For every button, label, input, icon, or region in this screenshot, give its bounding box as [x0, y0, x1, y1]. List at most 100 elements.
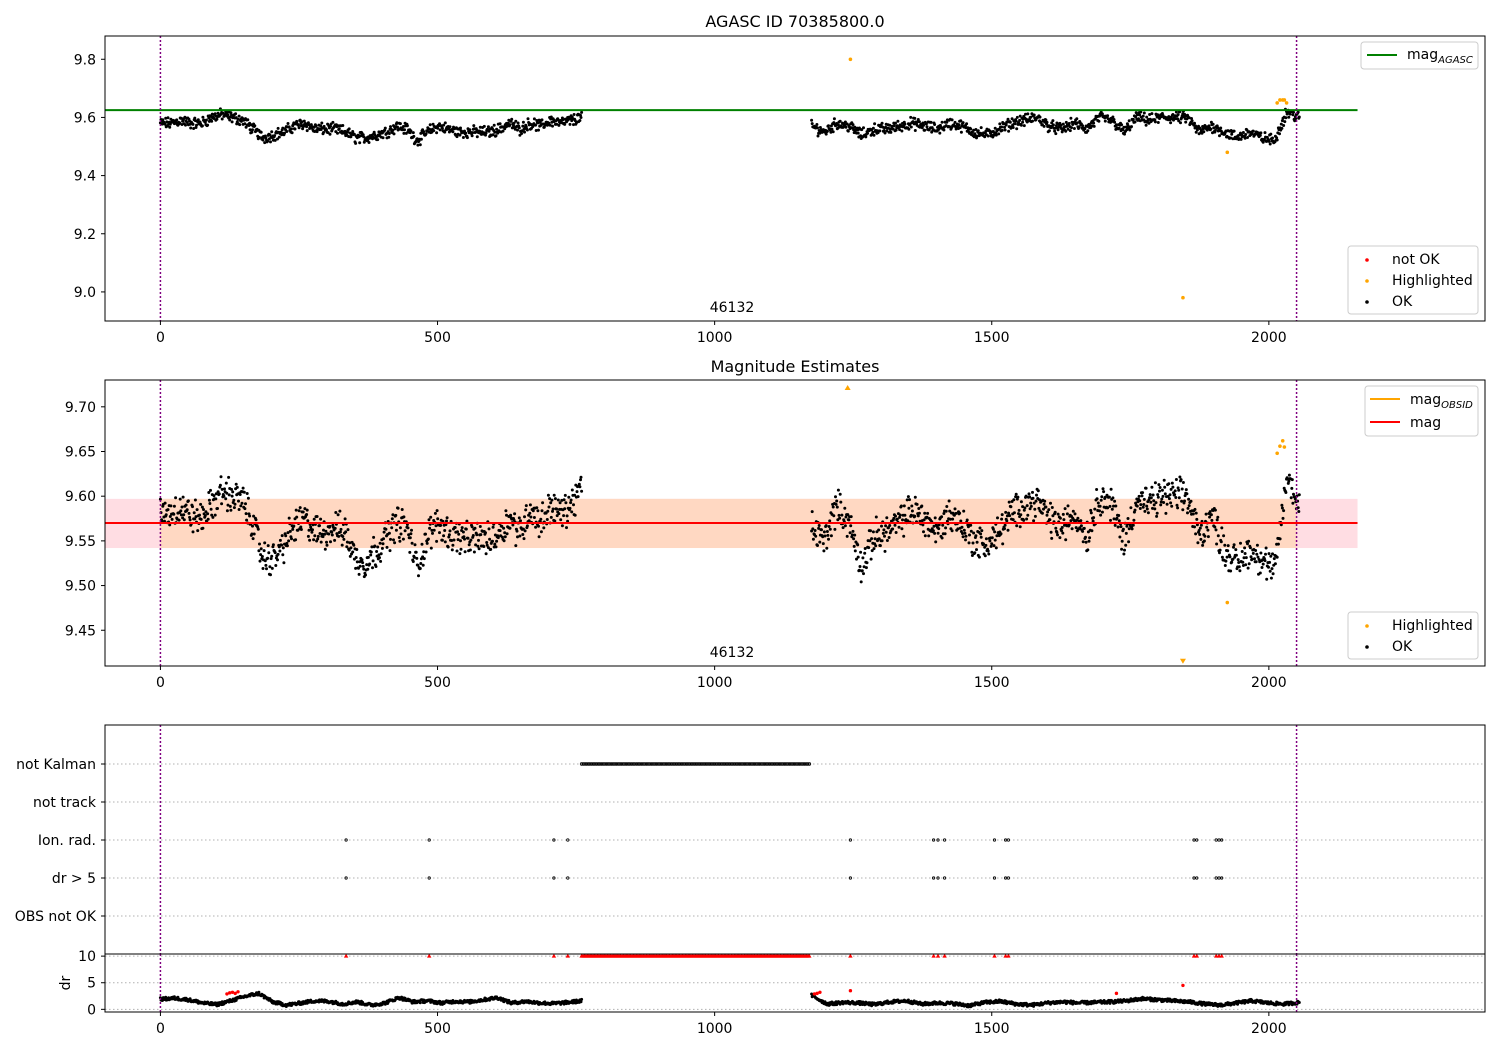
panel1-ok-point — [1003, 128, 1007, 132]
panel2-ok-point — [1228, 555, 1232, 559]
panel3-flag-point — [601, 762, 605, 766]
panel1-ok-point — [959, 130, 963, 134]
panel2-ok-point — [885, 539, 889, 542]
panel2-ok-point — [322, 528, 325, 532]
panel2-ok-point — [450, 548, 454, 552]
panel2-ok-point — [1117, 514, 1121, 517]
panel3-flag-point — [714, 762, 718, 766]
panel2-ok-point — [1179, 478, 1183, 482]
panel3-flag-point — [716, 762, 720, 766]
panel2-ok-point — [382, 530, 386, 534]
panel1-ok-point — [888, 123, 892, 127]
panel2-ytick-label: 9.65 — [65, 445, 96, 461]
panel2-ok-point — [426, 537, 430, 541]
panel3-flag-point — [566, 838, 570, 842]
panel2-ok-point — [823, 534, 827, 538]
panel1-ok-point — [961, 121, 965, 125]
panel1-ok-point — [1211, 122, 1215, 126]
panel2-ok-point — [425, 541, 429, 545]
panel2-ok-point — [478, 525, 482, 528]
panel1-ok-point — [191, 122, 195, 126]
panel2-ok-point — [295, 515, 299, 519]
panel1-ok-point — [494, 134, 498, 138]
panel2-ok-point — [1060, 529, 1064, 533]
panel2-ok-point — [468, 548, 472, 552]
panel2-ok-point — [900, 527, 904, 531]
panel2-ok-point — [910, 504, 914, 508]
panel2-ok-point — [511, 523, 515, 527]
panel2-ok-point — [281, 553, 285, 557]
panel2-ok-point — [576, 495, 580, 499]
panel2-ok-point — [539, 517, 543, 521]
panel3-flag-point — [1220, 838, 1224, 842]
panel2-ok-point — [1067, 523, 1071, 527]
panel2-ok-point — [936, 531, 940, 535]
panel1-ok-point — [1190, 117, 1193, 120]
panel1-ok-point — [328, 132, 332, 136]
panel1-ok-point — [882, 129, 886, 133]
panel1-ok-point — [994, 133, 998, 137]
panel2-ok-point — [892, 516, 896, 520]
panel2-ok-point — [378, 556, 381, 560]
panel2-ok-point — [1240, 550, 1244, 553]
panel2-ok-point — [820, 528, 823, 532]
panel2-ok-point — [1208, 515, 1212, 519]
panel2-ok-point — [446, 545, 450, 549]
panel2-ytick-label: 9.50 — [65, 579, 96, 595]
panel2-ok-point — [345, 540, 349, 544]
panel1-ok-point — [482, 124, 486, 128]
panel2-ok-point — [343, 517, 347, 521]
panel2-ok-point — [1177, 488, 1181, 492]
panel1-ok-point — [838, 119, 842, 123]
panel2-ok-point — [961, 535, 965, 539]
panel2-ok-point — [438, 531, 441, 535]
panel1-ok-point — [1275, 138, 1279, 142]
panel2-ok-point — [333, 538, 337, 542]
panel2-ok-point — [251, 537, 255, 541]
panel2-ok-point — [1088, 536, 1092, 540]
panel2-ok-point — [1084, 540, 1088, 544]
panel2-ok-point — [250, 532, 254, 536]
panel1-ok-point — [933, 123, 937, 126]
panel1-ok-point — [940, 120, 944, 124]
panel2-ok-point — [885, 516, 889, 520]
panel2-ok-point — [1297, 493, 1301, 497]
panel2-ok-point — [519, 519, 522, 523]
panel2-ok-point — [206, 512, 210, 516]
panel2-ok-point — [562, 498, 566, 502]
panel1-ok-point — [1184, 120, 1188, 124]
panel3-flag-point — [1220, 876, 1224, 880]
panel2-ok-point — [191, 505, 194, 509]
panel2-ok-point — [1069, 519, 1073, 523]
panel2-ok-point — [1127, 540, 1131, 544]
panel2-ok-point — [214, 492, 218, 496]
panel2-ok-point — [1253, 557, 1256, 561]
panel2-ok-point — [459, 547, 463, 551]
panel3-flag-point — [611, 762, 615, 766]
panel2-ok-point — [1203, 534, 1207, 538]
panel2-ok-point — [894, 514, 897, 518]
panel2-ok-point — [188, 518, 192, 522]
panel1-ok-point — [520, 132, 524, 135]
panel1-ok-point — [178, 121, 182, 125]
panel2-ok-point — [1162, 501, 1166, 504]
panel2-ok-point — [881, 531, 885, 535]
panel1-ok-point — [166, 116, 170, 120]
panel1-ytick-label: 9.8 — [74, 52, 96, 68]
panel1-ok-point — [965, 122, 969, 126]
panel2-ok-point — [1229, 569, 1233, 573]
panel1-ok-point — [307, 123, 311, 127]
panel2-ok-point — [259, 553, 263, 557]
panel2-ok-point — [1093, 507, 1097, 511]
panel2-ok-point — [422, 557, 426, 561]
panel2-ok-point — [1087, 539, 1091, 543]
panel2-ok-point — [551, 509, 554, 513]
panel3-flag-point — [653, 762, 657, 766]
panel1-ok-point — [917, 120, 921, 124]
panel1-ok-point — [983, 135, 987, 139]
panel2-ok-point — [1267, 565, 1270, 569]
panel3-flag-point — [992, 876, 997, 880]
panel3-flag-point — [704, 762, 708, 766]
panel1-ok-point — [164, 116, 168, 120]
panel1-ok-point — [309, 123, 313, 127]
